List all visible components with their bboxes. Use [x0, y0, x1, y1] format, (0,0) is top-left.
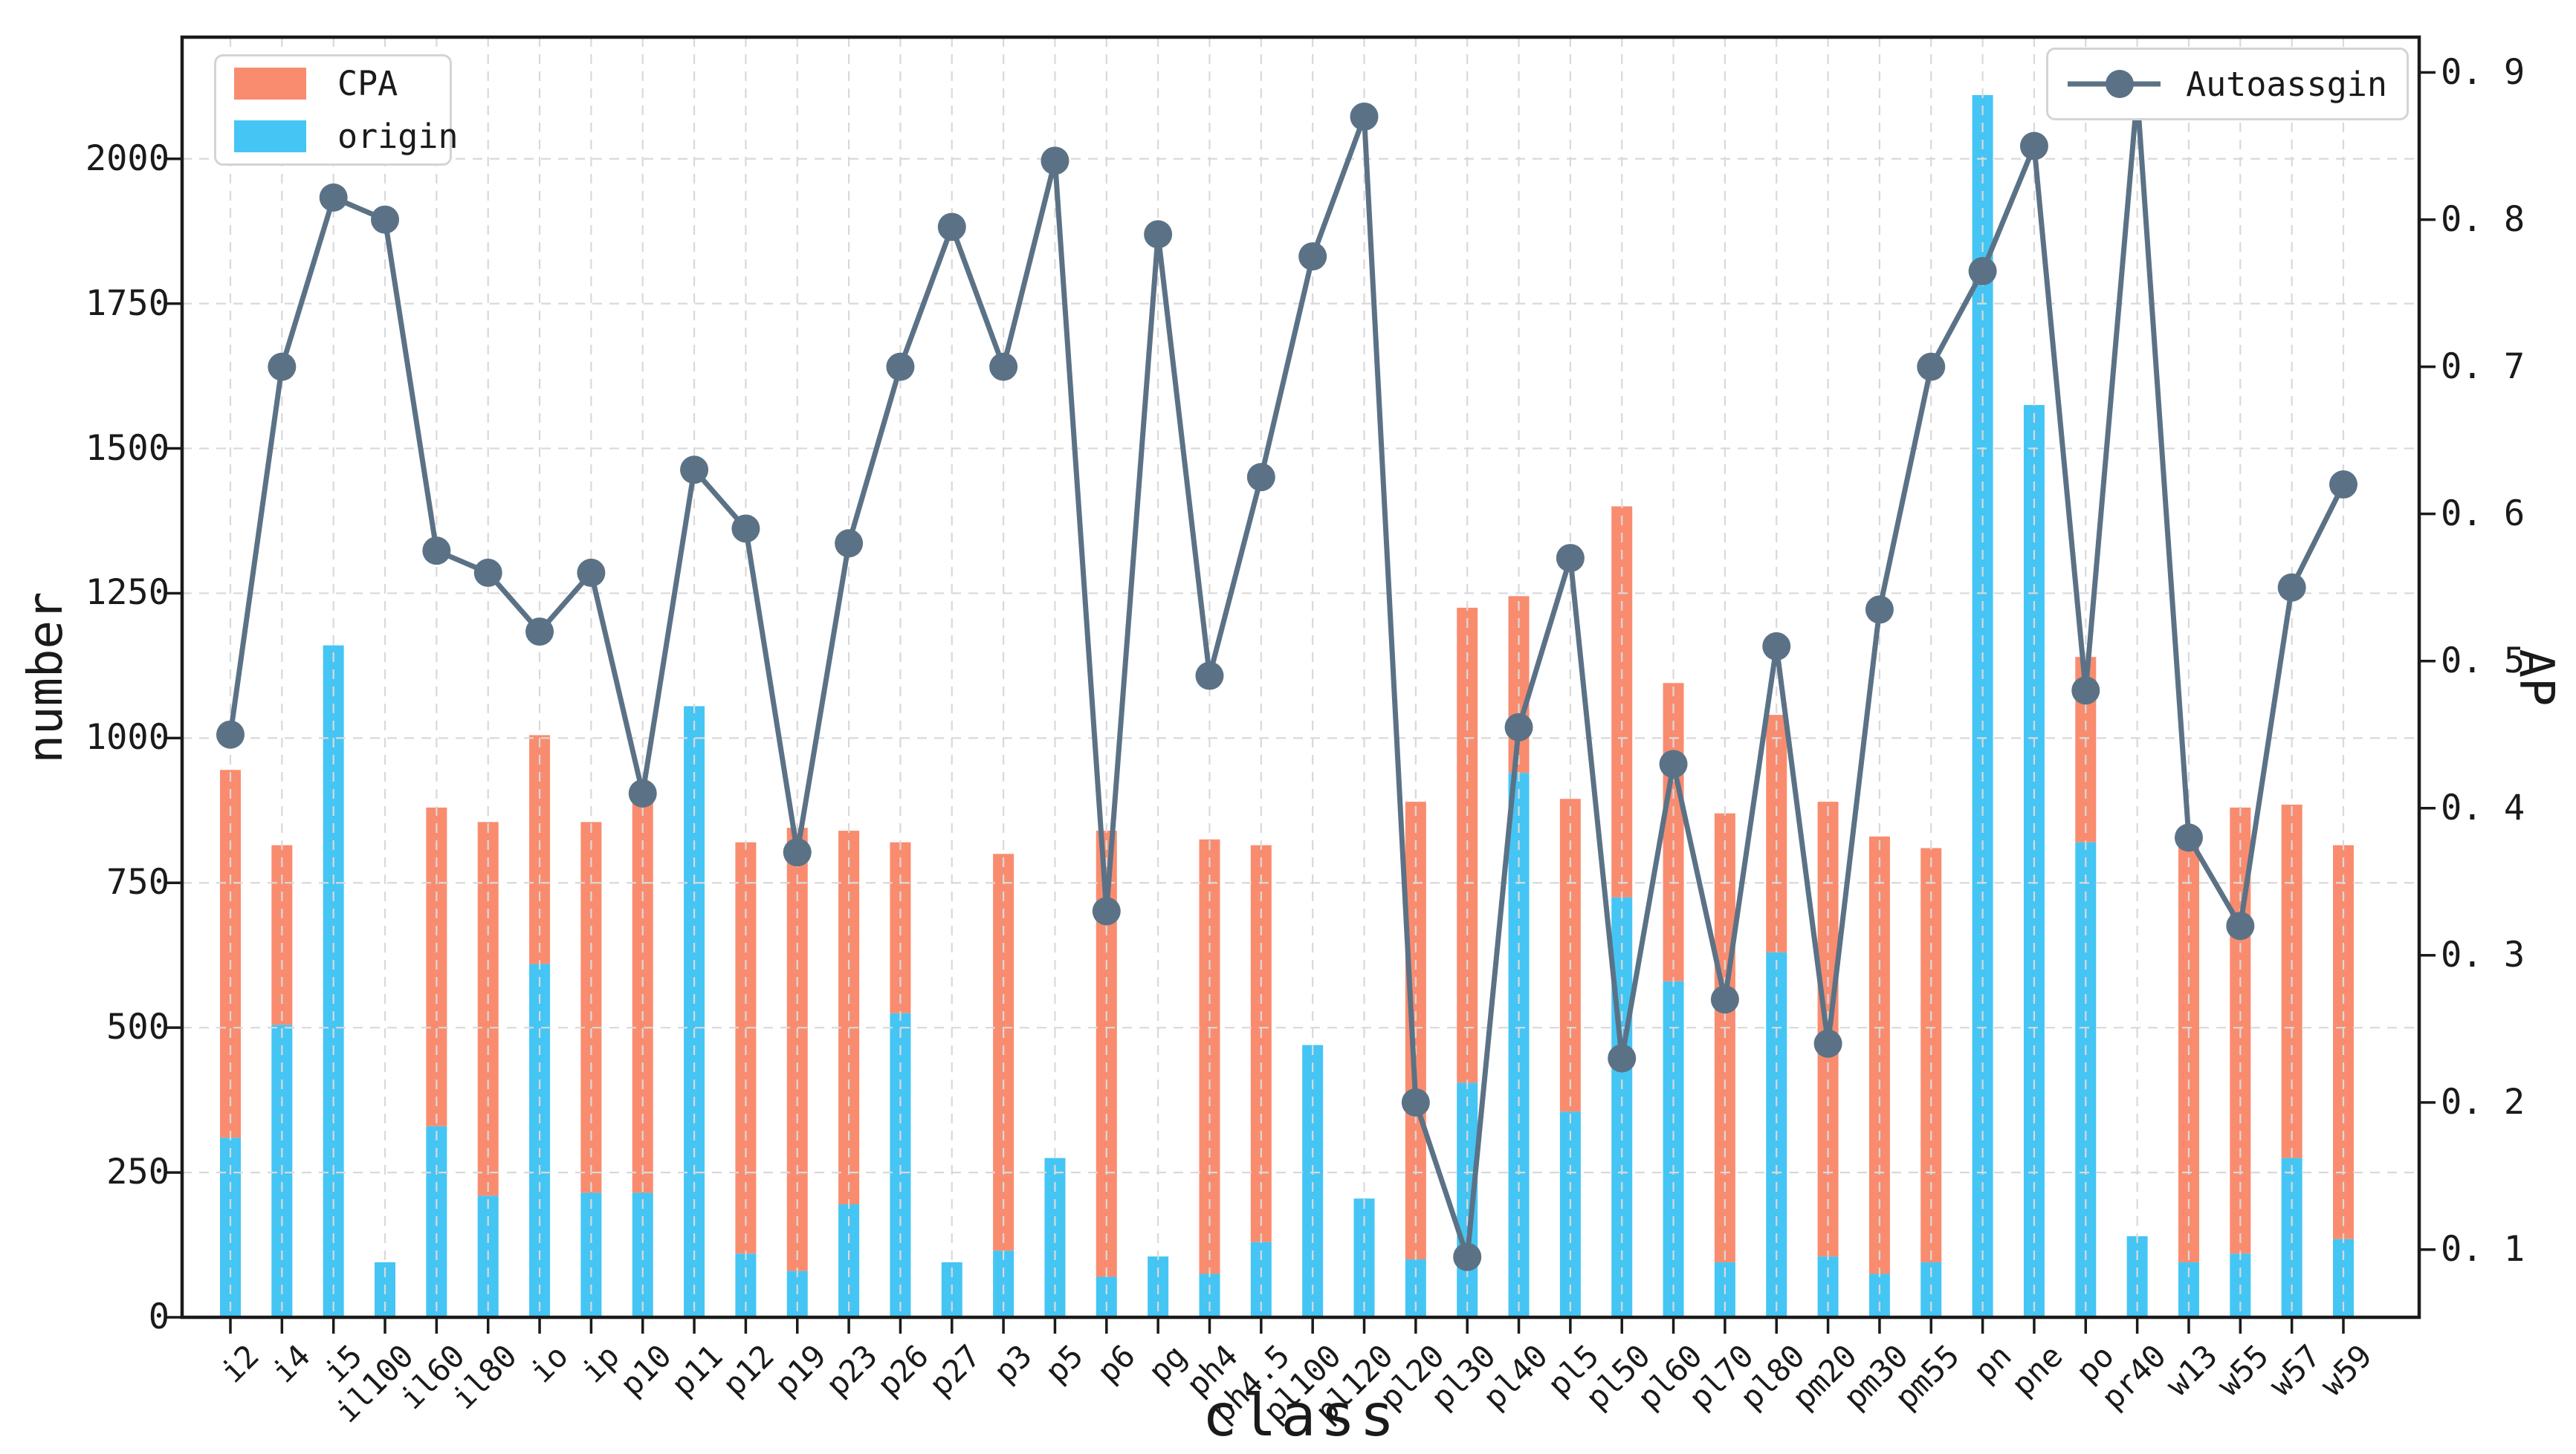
autoassgin-point-p26	[886, 352, 915, 381]
left-tick-label: 750	[106, 862, 169, 903]
autoassgin-point-i2	[216, 720, 245, 749]
autoassgin-point-pl120	[1350, 102, 1379, 131]
autoassgin-point-pl20	[1401, 1088, 1430, 1117]
autoassgin-point-p6	[1092, 897, 1121, 926]
autoassgin-point-pl100	[1298, 242, 1327, 271]
left-tick-label: 1000	[85, 717, 169, 759]
right-tick-label: 0. 2	[2441, 1081, 2525, 1123]
autoassgin-point-p23	[835, 529, 864, 558]
left-axis-title: number	[19, 591, 74, 764]
x-tick-label-p12: p12	[715, 1337, 782, 1403]
x-tick-label-p23: p23	[818, 1337, 884, 1403]
legend-row-cpa: CPA	[234, 67, 432, 100]
plot-border	[180, 35, 2421, 1320]
right-tick-label: 0. 9	[2441, 51, 2525, 93]
origin-legend-label: origin	[337, 117, 459, 156]
x-tick-label-p19: p19	[767, 1337, 833, 1403]
x-axis-title: class	[1202, 1383, 1399, 1450]
autoassgin-point-il60	[422, 536, 451, 565]
cpa-legend-label: CPA	[337, 64, 398, 103]
right-tick-label: 0. 8	[2441, 198, 2525, 240]
legend-row-origin: origin	[234, 120, 459, 153]
right-axis-title: AP	[2508, 649, 2563, 707]
left-tick-label: 1250	[85, 572, 169, 614]
x-tick-label-w57: w57	[2262, 1337, 2328, 1403]
autoassgin-point-pl50	[1608, 1044, 1637, 1073]
autoassgin-point-ph4.5	[1246, 463, 1275, 492]
legend-bars: CPA origin	[214, 54, 459, 166]
right-tick-label: 0. 1	[2441, 1228, 2525, 1270]
x-tick-label-p27: p27	[922, 1337, 988, 1403]
autoassgin-point-p12	[731, 514, 760, 543]
line-marker-sample-icon	[2068, 70, 2161, 98]
right-tick-label: 0. 3	[2441, 934, 2525, 976]
autoassgin-point-pl60	[1659, 750, 1688, 779]
x-tick-label-w55: w55	[2210, 1337, 2276, 1403]
autoassgin-point-pl80	[1762, 632, 1791, 661]
right-tick-label: 0. 5	[2441, 640, 2525, 681]
autoassgin-point-i4	[268, 352, 297, 381]
autoassgin-point-p5	[1041, 146, 1069, 175]
x-tick-label-p3: p3	[986, 1337, 1039, 1390]
bar-cpa-pl5	[1559, 799, 1581, 1112]
autoassgin-point-pl40	[1504, 713, 1533, 741]
autoassgin-point-w55	[2226, 912, 2255, 941]
line-legend-label: Autoassgin	[2186, 64, 2387, 104]
autoassgin-point-p3	[989, 352, 1018, 381]
autoassgin-point-il100	[371, 205, 400, 234]
autoassgin-point-pl30	[1453, 1242, 1482, 1271]
autoassgin-point-ip	[577, 558, 606, 587]
autoassgin-point-il80	[473, 558, 502, 587]
bar-cpa-p10	[632, 790, 653, 1193]
x-tick-label-w59: w59	[2313, 1337, 2379, 1403]
right-tick-label: 0. 7	[2441, 345, 2525, 387]
autoassgin-point-pm55	[1917, 352, 1946, 381]
x-tick-label-w13: w13	[2158, 1337, 2224, 1403]
left-tick-label: 500	[106, 1007, 169, 1048]
plot-area	[166, 35, 2436, 1334]
autoassgin-point-pm20	[1813, 1029, 1842, 1058]
autoassgin-point-pn	[1968, 256, 1997, 285]
x-tick-label-p26: p26	[870, 1337, 936, 1403]
autoassgin-point-pl5	[1556, 544, 1585, 573]
x-tick-label-i2: i2	[213, 1337, 266, 1390]
left-tick-label: 1500	[85, 427, 169, 469]
left-tick-label: 2000	[85, 137, 169, 179]
autoassgin-point-pm30	[1865, 595, 1894, 624]
autoassgin-point-p19	[783, 838, 812, 867]
autoassgin-point-io	[525, 617, 554, 646]
autoassgin-point-po	[2071, 676, 2100, 705]
x-tick-label-io: io	[522, 1337, 575, 1390]
autoassgin-point-w13	[2174, 823, 2203, 852]
autoassgin-point-ph4	[1195, 661, 1224, 690]
x-tick-label-pne: pne	[2004, 1337, 2070, 1403]
x-tick-label-p11: p11	[664, 1337, 730, 1403]
bar-cpa-w59	[2333, 845, 2354, 1239]
autoassgin-point-p11	[680, 455, 709, 484]
autoassgin-point-i5	[319, 183, 348, 212]
left-tick-label: 250	[106, 1152, 169, 1193]
bar-cpa-pl50	[1611, 506, 1633, 898]
origin-color-swatch	[234, 120, 306, 152]
x-tick-label-p10: p10	[612, 1337, 679, 1403]
x-tick-label-p5: p5	[1038, 1337, 1091, 1390]
left-tick-label: 1750	[85, 282, 169, 324]
x-tick-label-p6: p6	[1090, 1337, 1142, 1390]
left-tick-label: 0	[148, 1296, 169, 1337]
autoassgin-point-p27	[937, 212, 966, 241]
right-tick-label: 0. 4	[2441, 787, 2525, 828]
autoassgin-point-pg	[1144, 220, 1173, 249]
autoassgin-point-pl70	[1710, 985, 1739, 1014]
right-tick-label: 0. 6	[2441, 493, 2525, 534]
bar-origin-pl5	[1559, 1111, 1581, 1317]
autoassgin-point-p10	[628, 779, 657, 808]
autoassgin-point-w57	[2277, 573, 2306, 602]
cpa-color-swatch	[234, 68, 306, 100]
legend-line: Autoassgin	[2046, 48, 2409, 120]
x-tick-label-i4: i4	[265, 1337, 318, 1390]
autoassgin-point-pne	[2019, 132, 2048, 160]
autoassgin-point-w59	[2329, 470, 2357, 499]
